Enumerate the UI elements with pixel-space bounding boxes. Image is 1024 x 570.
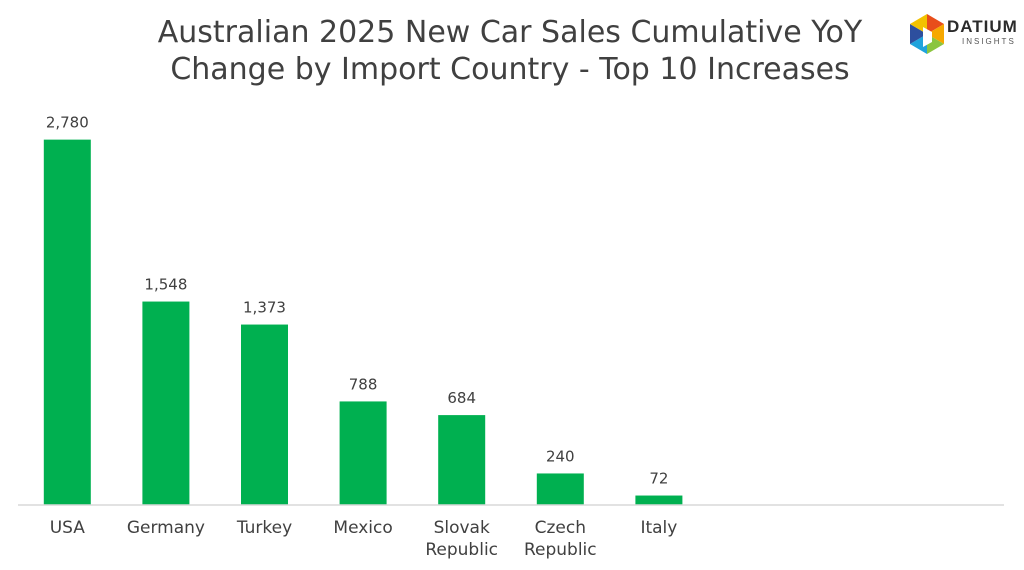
data-label: 240 bbox=[546, 447, 575, 465]
data-label: 1,548 bbox=[144, 276, 187, 294]
bar-germany bbox=[142, 301, 190, 505]
category-label: Czech Republic bbox=[524, 518, 597, 560]
datium-logo: DATIUM INSIGHTS bbox=[910, 14, 1020, 58]
chart-title-line-2: Change by Import Country - Top 10 Increa… bbox=[170, 52, 850, 87]
category-label: Italy bbox=[640, 518, 677, 538]
logo-tagline: INSIGHTS bbox=[962, 37, 1016, 46]
category-label: Mexico bbox=[333, 518, 392, 538]
chart-title: Australian 2025 New Car Sales Cumulative… bbox=[100, 14, 920, 88]
bar-turkey bbox=[241, 324, 288, 505]
bar-czech-republic bbox=[536, 473, 584, 505]
bar-mexico bbox=[339, 401, 387, 505]
data-label: 788 bbox=[349, 375, 378, 393]
datium-hexagon-icon bbox=[910, 14, 944, 54]
logo-wordmark: DATIUM bbox=[947, 17, 1018, 36]
bar-slovak-republic bbox=[438, 415, 486, 505]
data-label: 2,780 bbox=[46, 114, 89, 132]
bar-italy bbox=[635, 495, 683, 505]
data-label: 1,373 bbox=[243, 299, 286, 317]
category-label: USA bbox=[50, 518, 86, 538]
data-label: 684 bbox=[447, 389, 476, 407]
category-label: Germany bbox=[127, 518, 205, 538]
category-label: Turkey bbox=[236, 518, 292, 538]
chart-title-line-1: Australian 2025 New Car Sales Cumulative… bbox=[157, 15, 863, 50]
data-label: 72 bbox=[649, 470, 668, 488]
category-label: Slovak Republic bbox=[425, 518, 498, 560]
bar-usa bbox=[43, 139, 91, 505]
